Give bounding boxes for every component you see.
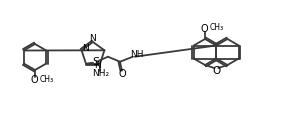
Text: N: N — [89, 34, 95, 43]
Text: CH₃: CH₃ — [210, 23, 224, 32]
Text: N: N — [82, 44, 88, 53]
Text: S: S — [92, 57, 99, 67]
Text: O: O — [212, 66, 221, 76]
Text: O: O — [118, 69, 126, 79]
Text: CH₃: CH₃ — [40, 75, 54, 84]
Text: NH₂: NH₂ — [92, 69, 110, 78]
Text: O: O — [30, 75, 38, 85]
Text: N: N — [94, 61, 101, 70]
Text: O: O — [200, 23, 208, 34]
Text: NH: NH — [130, 50, 144, 59]
